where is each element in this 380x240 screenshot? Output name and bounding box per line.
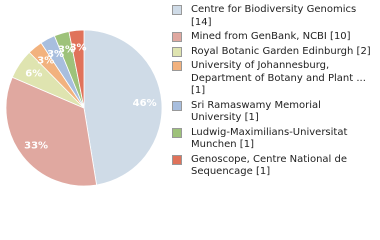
data-label: 3% bbox=[58, 45, 75, 56]
pie: 46%33%6%3%3%3%3% bbox=[5, 29, 163, 187]
legend-swatch bbox=[172, 100, 182, 111]
legend-swatch bbox=[172, 154, 182, 165]
data-label: 3% bbox=[47, 49, 64, 60]
data-label: 46% bbox=[133, 98, 157, 109]
legend-label: Ludwig-Maximilians-Universitat Munchen [… bbox=[191, 126, 348, 151]
legend-label: University of Johannesburg, Department o… bbox=[191, 60, 366, 96]
pie-slice bbox=[68, 29, 85, 109]
data-label: 33% bbox=[24, 140, 48, 151]
legend-swatch bbox=[172, 32, 182, 42]
legend-item: Sri Ramaswamy Memorial University [1] bbox=[172, 100, 372, 125]
legend-swatch bbox=[172, 127, 182, 138]
legend-swatch bbox=[172, 46, 182, 57]
data-label: 6% bbox=[25, 69, 42, 80]
legend-label: Centre for Biodiversity Genomics [14] bbox=[191, 4, 357, 28]
data-label: 3% bbox=[37, 56, 54, 67]
legend-item: Ludwig-Maximilians-Universitat Munchen [… bbox=[172, 127, 372, 152]
legend: Centre for Biodiversity Genomics [14] Min… bbox=[172, 4, 372, 181]
legend-item: University of Johannesburg, Department o… bbox=[172, 60, 372, 98]
legend-item: Genoscope, Centre National de Sequencage… bbox=[172, 154, 372, 179]
legend-item: Royal Botanic Garden Edinburgh [2] bbox=[172, 46, 372, 59]
legend-label: Royal Botanic Garden Edinburgh [2] bbox=[191, 45, 371, 57]
legend-label: Sri Ramaswamy Memorial University [1] bbox=[191, 99, 321, 124]
legend-label: Genoscope, Centre National de Sequencage… bbox=[191, 153, 348, 178]
pie-slice bbox=[5, 76, 98, 187]
legend-item: Mined from GenBank, NCBI [10] bbox=[172, 31, 372, 44]
legend-swatch bbox=[172, 61, 182, 71]
data-label: 3% bbox=[70, 42, 87, 53]
pie-slice bbox=[83, 29, 163, 186]
legend-label: Mined from GenBank, NCBI [10] bbox=[191, 31, 351, 42]
legend-item: Centre for Biodiversity Genomics [14] bbox=[172, 4, 372, 29]
legend-swatch bbox=[172, 5, 182, 15]
